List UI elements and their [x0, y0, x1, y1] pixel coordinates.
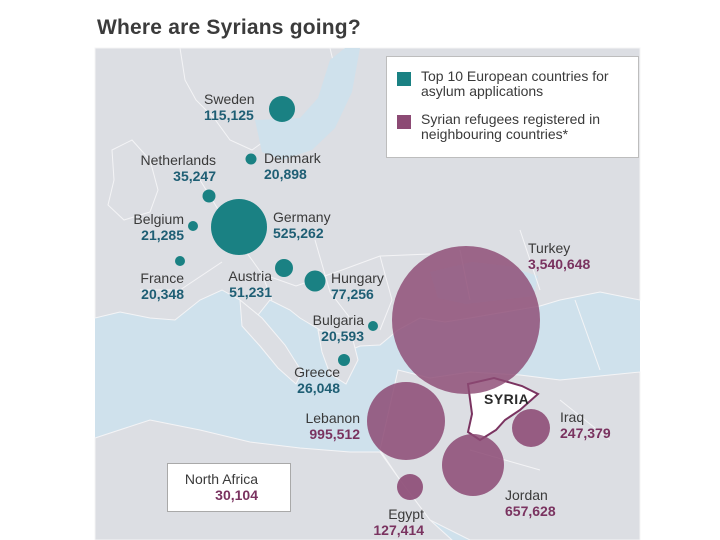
italy-landmass	[239, 298, 303, 385]
belgium-value: 21,285	[141, 227, 184, 243]
legend-neighbours-label: Syrian refugees registered in neighbouri…	[421, 111, 600, 142]
label-jordan: Jordan 657,628	[505, 487, 556, 519]
jordan-value: 657,628	[505, 503, 556, 519]
jordan-bubble	[442, 434, 504, 496]
greece-bubble	[338, 354, 350, 366]
france-name: France	[140, 270, 184, 286]
label-egypt: Egypt 127,414	[350, 506, 424, 538]
austria-name: Austria	[228, 268, 272, 284]
label-bulgaria: Bulgaria 20,593	[290, 312, 364, 344]
germany-name: Germany	[273, 209, 331, 225]
north-africa-box: North Africa 30,104	[167, 463, 291, 512]
legend-box: Top 10 European countries for asylum app…	[386, 56, 639, 158]
turkey-bubble	[392, 246, 540, 394]
label-germany: Germany 525,262	[273, 209, 331, 241]
greece-value: 26,048	[297, 380, 340, 396]
iraq-bubble	[512, 409, 550, 447]
lebanon-bubble	[367, 382, 445, 460]
label-sweden: Sweden 115,125	[204, 91, 255, 123]
france-value: 20,348	[141, 286, 184, 302]
label-belgium: Belgium 21,285	[112, 211, 184, 243]
label-lebanon: Lebanon 995,512	[280, 410, 360, 442]
germany-bubble	[211, 199, 267, 255]
sweden-value: 115,125	[204, 107, 254, 123]
egypt-value: 127,414	[373, 522, 424, 538]
hungary-bubble	[304, 270, 326, 292]
bulgaria-value: 20,593	[321, 328, 364, 344]
baltic-sea	[255, 48, 360, 160]
label-iraq: Iraq 247,379	[560, 409, 611, 441]
egypt-bubble	[397, 474, 423, 500]
france-bubble	[175, 256, 185, 266]
uk-landmass	[107, 139, 159, 221]
label-turkey: Turkey 3,540,648	[528, 240, 590, 272]
north-africa-name: North Africa	[184, 471, 258, 487]
lebanon-name: Lebanon	[305, 410, 360, 426]
denmark-value: 20,898	[264, 166, 307, 182]
bulgaria-bubble	[368, 321, 378, 331]
north-africa-value: 30,104	[215, 487, 258, 503]
greece-landmass	[317, 329, 359, 385]
label-austria: Austria 51,231	[200, 268, 272, 300]
sweden-name: Sweden	[204, 91, 255, 107]
belgium-name: Belgium	[133, 211, 184, 227]
label-hungary: Hungary 77,256	[331, 270, 384, 302]
austria-value: 51,231	[229, 284, 272, 300]
label-greece: Greece 26,048	[268, 364, 340, 396]
label-netherlands: Netherlands 35,247	[118, 152, 217, 184]
legend-europe-label: Top 10 European countries for asylum app…	[421, 68, 609, 99]
belgium-bubble	[188, 221, 198, 231]
turkey-value: 3,540,648	[528, 256, 591, 272]
label-france: France 20,348	[112, 270, 184, 302]
netherlands-name: Netherlands	[140, 152, 217, 168]
syria-outline	[466, 376, 540, 442]
netherlands-bubble	[202, 189, 216, 203]
iraq-value: 247,379	[560, 425, 611, 441]
egypt-name: Egypt	[388, 506, 424, 522]
label-north-africa: North Africa 30,104	[174, 471, 258, 503]
austria-bubble	[275, 259, 293, 277]
greece-name: Greece	[294, 364, 340, 380]
denmark-bubble	[245, 153, 257, 165]
lebanon-value: 995,512	[309, 426, 360, 442]
jordan-name: Jordan	[505, 487, 548, 503]
bulgaria-name: Bulgaria	[312, 312, 364, 328]
denmark-name: Denmark	[264, 150, 321, 166]
iraq-name: Iraq	[560, 409, 585, 425]
turkey-name: Turkey	[528, 240, 571, 256]
legend-neighbours-swatch	[397, 115, 411, 129]
label-denmark: Denmark 20,898	[264, 150, 321, 182]
netherlands-value: 35,247	[173, 168, 216, 184]
hungary-value: 77,256	[331, 286, 374, 302]
map-title: Where are Syrians going?	[97, 16, 361, 39]
syria-label: SYRIA	[484, 391, 530, 407]
germany-value: 525,262	[273, 225, 324, 241]
legend-europe-swatch	[397, 72, 411, 86]
sweden-bubble	[269, 96, 295, 122]
hungary-name: Hungary	[331, 270, 384, 286]
